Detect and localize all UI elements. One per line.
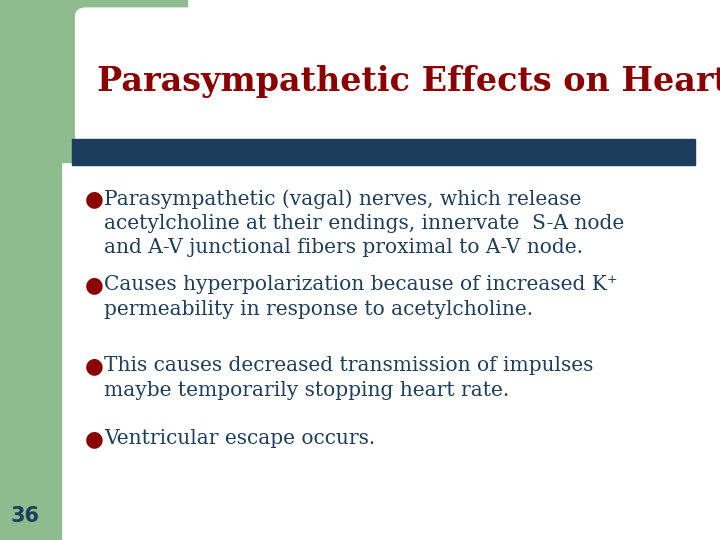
Text: 36: 36: [11, 505, 40, 526]
Text: ●: ●: [85, 356, 104, 376]
Text: Parasympathetic (vagal) nerves, which release
acetylcholine at their endings, in: Parasympathetic (vagal) nerves, which re…: [104, 189, 625, 257]
Text: This causes decreased transmission of impulses
maybe temporarily stopping heart : This causes decreased transmission of im…: [104, 356, 594, 400]
Text: Ventricular escape occurs.: Ventricular escape occurs.: [104, 429, 376, 448]
Text: Parasympathetic Effects on Heart Rate: Parasympathetic Effects on Heart Rate: [97, 65, 720, 98]
Text: ●: ●: [85, 429, 104, 449]
Text: Causes hyperpolarization because of increased K⁺
permeability in response to ace: Causes hyperpolarization because of incr…: [104, 275, 618, 319]
FancyBboxPatch shape: [76, 8, 720, 478]
Bar: [0, 0, 61, 540]
Text: ●: ●: [85, 275, 104, 295]
Text: ●: ●: [85, 189, 104, 209]
Bar: [72, 139, 695, 165]
Bar: [0, 0, 187, 162]
